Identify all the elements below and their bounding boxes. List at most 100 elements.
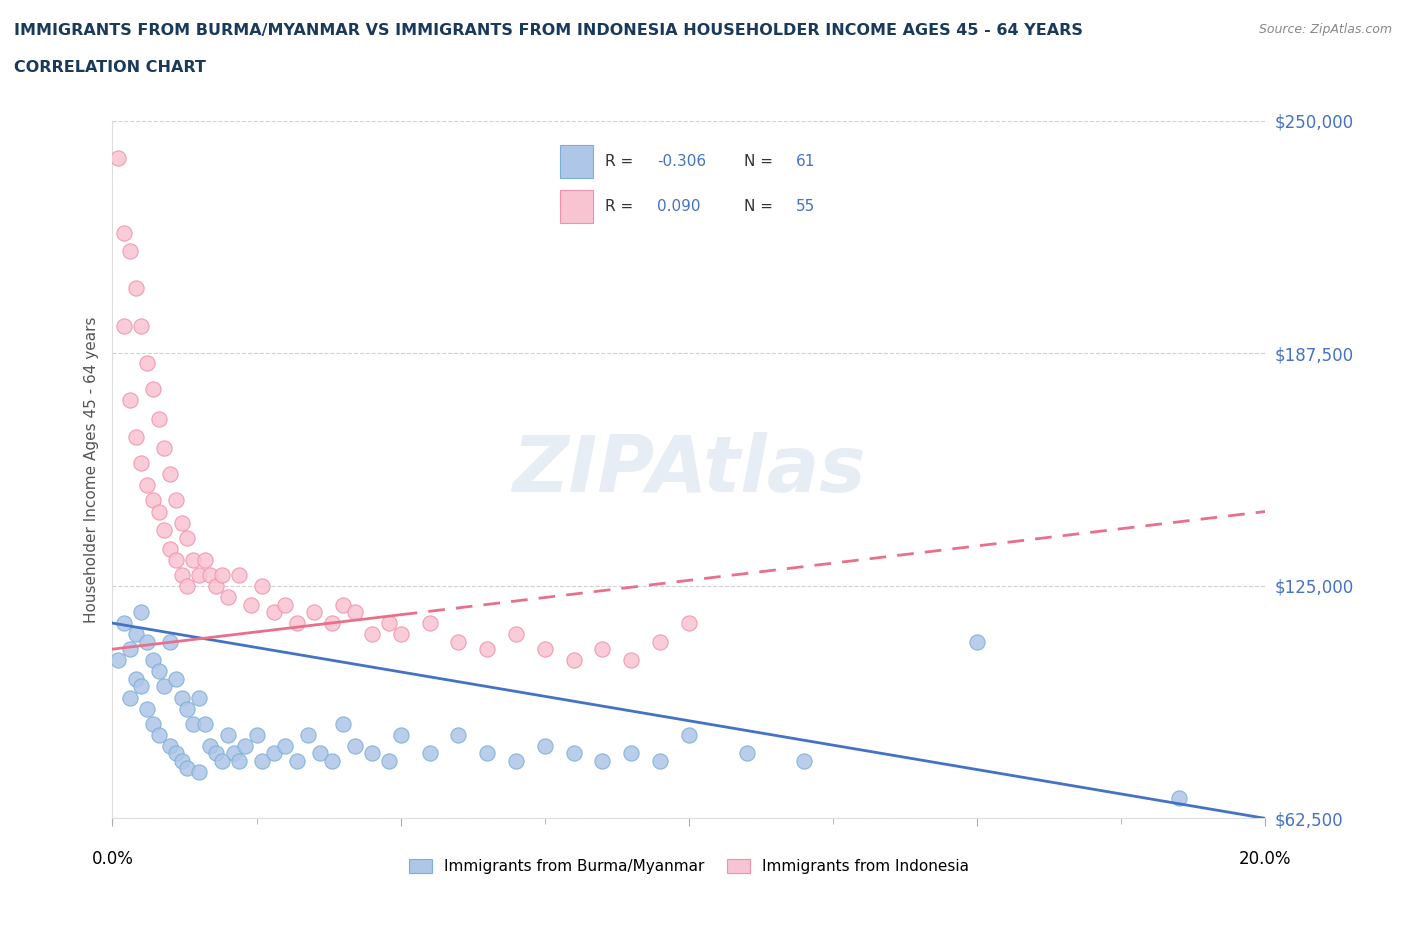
Point xyxy=(252,753,274,768)
Point xyxy=(159,467,181,482)
Point xyxy=(188,567,211,582)
Point xyxy=(217,590,239,604)
Point xyxy=(360,746,382,761)
Point xyxy=(107,151,129,166)
Legend: Immigrants from Burma/Myanmar, Immigrants from Indonesia: Immigrants from Burma/Myanmar, Immigrant… xyxy=(402,853,976,881)
Point xyxy=(309,746,332,761)
Point xyxy=(188,690,211,705)
Point xyxy=(505,627,527,642)
Point xyxy=(343,604,366,619)
Point xyxy=(129,456,153,471)
Point xyxy=(165,552,187,567)
Y-axis label: Householder Income Ages 45 - 64 years: Householder Income Ages 45 - 64 years xyxy=(83,316,98,623)
Point xyxy=(321,616,343,631)
Point xyxy=(297,727,319,742)
Point xyxy=(170,753,193,768)
Point xyxy=(650,753,672,768)
Point xyxy=(159,738,181,753)
Point xyxy=(136,634,159,649)
Point xyxy=(475,746,499,761)
Point xyxy=(112,616,135,631)
Point xyxy=(194,552,217,567)
Point xyxy=(211,567,233,582)
Point xyxy=(252,578,274,593)
Point xyxy=(562,746,585,761)
Point xyxy=(650,634,672,649)
Point xyxy=(222,746,245,761)
Point xyxy=(447,727,470,742)
Point xyxy=(118,642,141,657)
Point xyxy=(200,738,222,753)
Point xyxy=(378,753,401,768)
Point xyxy=(181,552,204,567)
Point xyxy=(129,604,153,619)
Point xyxy=(1167,790,1189,805)
Point xyxy=(124,627,146,642)
Point xyxy=(285,616,308,631)
Point xyxy=(107,653,129,668)
Point xyxy=(176,761,198,776)
Point xyxy=(118,392,141,407)
Point xyxy=(246,727,269,742)
Point xyxy=(188,764,211,779)
Point xyxy=(419,616,441,631)
Point xyxy=(966,634,988,649)
Point xyxy=(148,727,170,742)
Point xyxy=(419,746,441,761)
Point xyxy=(360,627,382,642)
Point xyxy=(118,690,141,705)
Point xyxy=(142,653,165,668)
Point xyxy=(534,642,557,657)
Point xyxy=(211,753,233,768)
Point xyxy=(136,478,159,493)
Point xyxy=(165,671,187,686)
Point xyxy=(170,690,193,705)
Point xyxy=(142,493,165,508)
Point xyxy=(148,411,170,426)
Text: ZIPAtlas: ZIPAtlas xyxy=(512,432,866,508)
Point xyxy=(678,616,700,631)
Point xyxy=(153,441,176,456)
Point xyxy=(389,727,412,742)
Point xyxy=(142,716,165,731)
Point xyxy=(505,753,527,768)
Point xyxy=(332,597,354,612)
Point xyxy=(129,318,153,333)
Point xyxy=(285,753,308,768)
Point xyxy=(592,642,614,657)
Point xyxy=(228,567,250,582)
Point xyxy=(165,493,187,508)
Point xyxy=(534,738,557,753)
Point xyxy=(153,679,176,694)
Text: 0.0%: 0.0% xyxy=(91,850,134,868)
Point xyxy=(159,634,181,649)
Point xyxy=(181,716,204,731)
Point xyxy=(239,597,262,612)
Point xyxy=(332,716,354,731)
Point xyxy=(378,616,401,631)
Point xyxy=(304,604,326,619)
Point xyxy=(562,653,585,668)
Point xyxy=(170,515,193,530)
Point xyxy=(124,281,146,296)
Text: 20.0%: 20.0% xyxy=(1239,850,1292,868)
Point xyxy=(124,430,146,445)
Point xyxy=(124,671,146,686)
Point xyxy=(136,355,159,370)
Point xyxy=(620,653,643,668)
Point xyxy=(148,504,170,519)
Point xyxy=(200,567,222,582)
Point xyxy=(620,746,643,761)
Point xyxy=(176,530,198,545)
Point xyxy=(112,225,135,240)
Point xyxy=(447,634,470,649)
Point xyxy=(194,716,217,731)
Point xyxy=(142,381,165,396)
Point xyxy=(678,727,700,742)
Point xyxy=(148,664,170,679)
Point xyxy=(176,701,198,716)
Point xyxy=(176,578,198,593)
Point xyxy=(228,753,250,768)
Point xyxy=(159,541,181,556)
Point xyxy=(136,701,159,716)
